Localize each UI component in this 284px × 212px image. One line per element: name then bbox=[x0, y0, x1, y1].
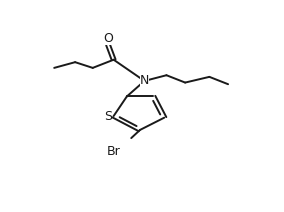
Text: S: S bbox=[104, 110, 112, 123]
Text: O: O bbox=[103, 32, 113, 45]
Text: Br: Br bbox=[107, 145, 120, 158]
Text: N: N bbox=[140, 74, 149, 87]
